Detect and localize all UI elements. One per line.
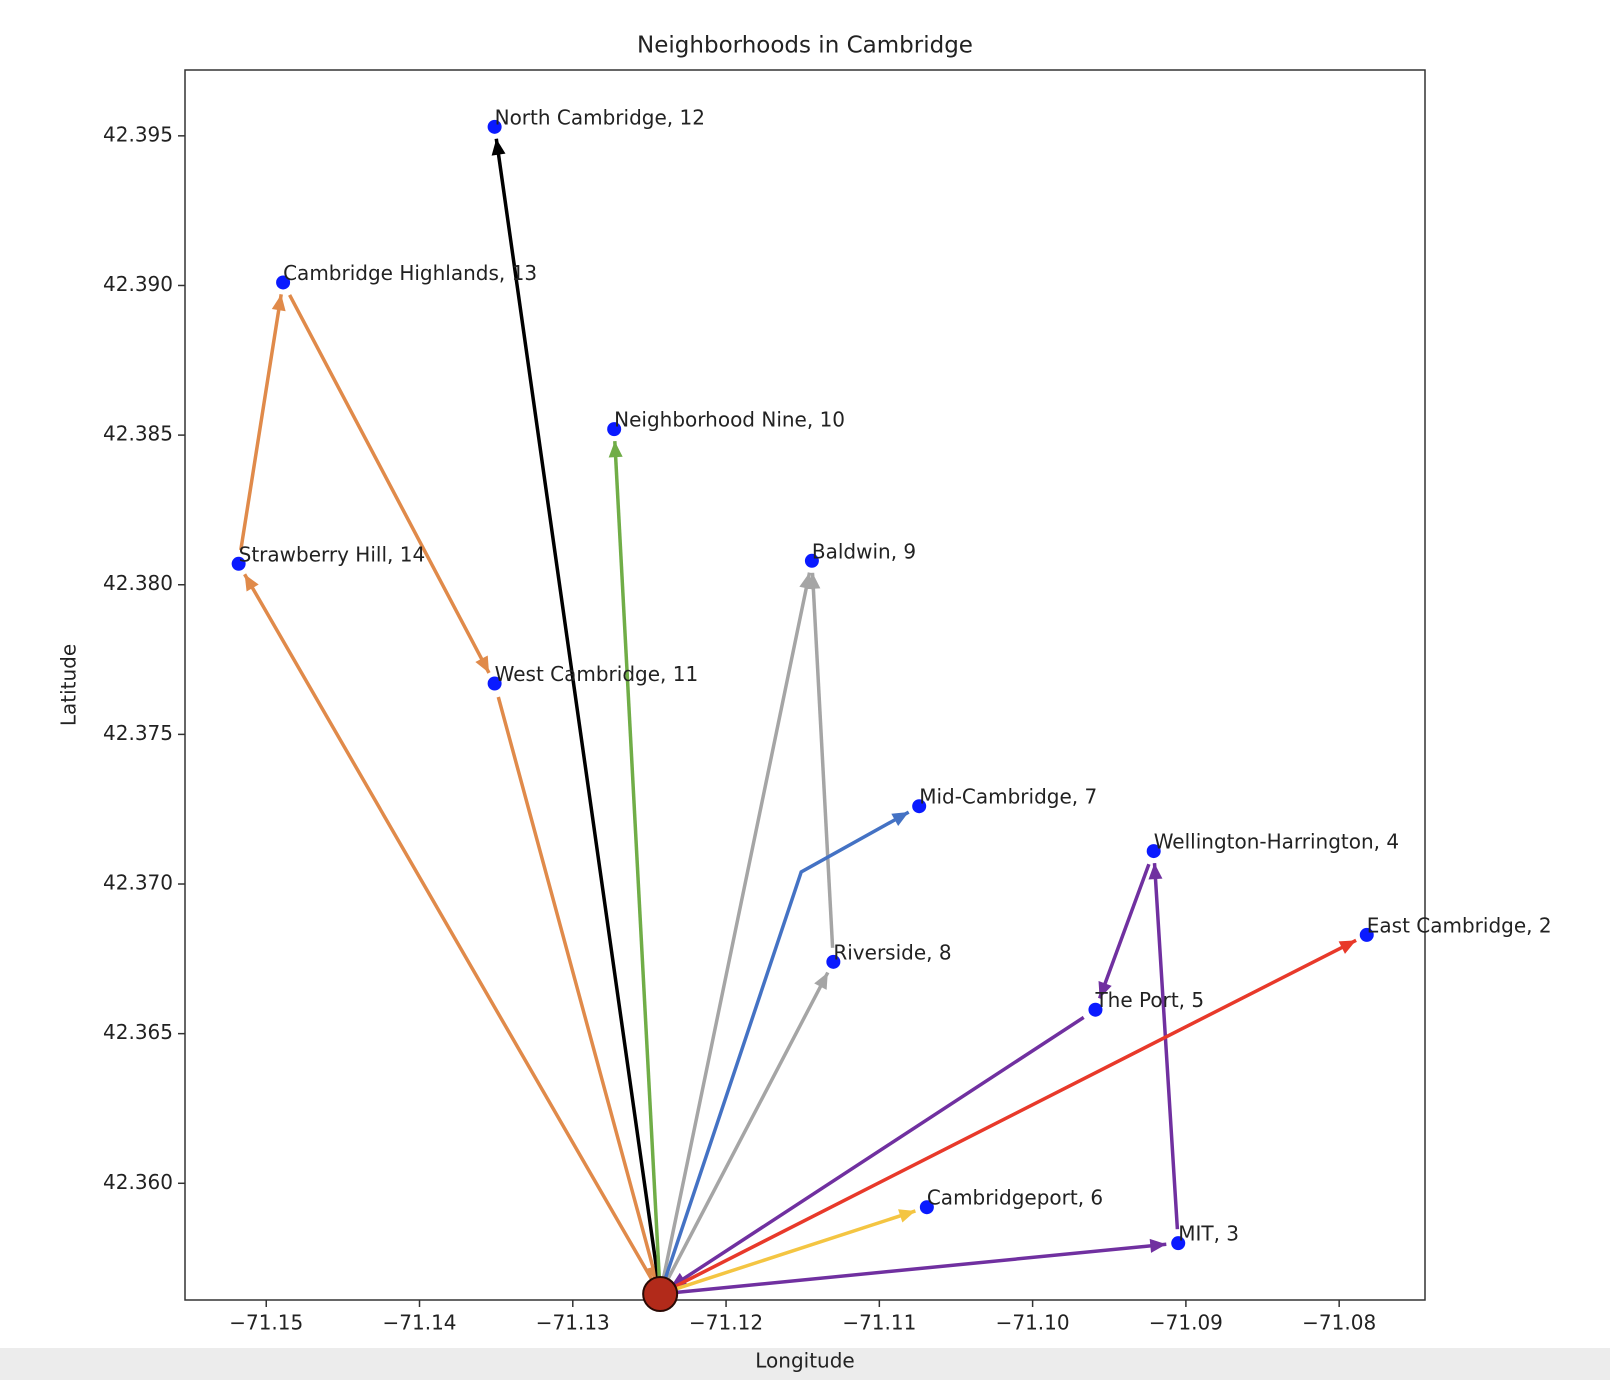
point-label: Baldwin, 9	[812, 539, 916, 563]
arrow	[1152, 862, 1180, 1230]
arrow	[673, 1242, 1167, 1295]
x-tick-label: −71.10	[996, 1311, 1070, 1335]
y-tick-label: 42.365	[103, 1020, 173, 1044]
y-tick-label: 42.375	[103, 721, 173, 745]
x-axis-label: Longitude	[755, 1349, 854, 1373]
x-tick-label: −71.15	[229, 1311, 303, 1335]
origin-point	[642, 1276, 679, 1313]
arrow-head	[491, 138, 506, 156]
point-label: Cambridge Highlands, 13	[283, 261, 537, 285]
arrow-head	[608, 441, 623, 458]
arrow	[494, 138, 660, 1281]
arrow	[243, 573, 655, 1283]
point	[487, 676, 502, 691]
point-label: MIT, 3	[1178, 1222, 1239, 1246]
y-axis-label: Latitude	[57, 644, 81, 726]
point-label: Riverside, 8	[833, 940, 951, 964]
arrow-head	[898, 1209, 916, 1223]
y-tick-label: 42.385	[103, 422, 173, 446]
y-tick-label: 42.395	[103, 122, 173, 146]
arrow-head	[806, 572, 821, 590]
point	[826, 954, 841, 969]
arrow	[288, 294, 491, 674]
arrow	[672, 1209, 916, 1292]
plot-frame	[184, 69, 1426, 1301]
point	[276, 275, 291, 290]
arrow-head	[1148, 863, 1163, 880]
point-label: North Cambridge, 12	[495, 105, 705, 129]
arrow-head	[475, 655, 490, 673]
arrow	[665, 971, 830, 1283]
x-tick-label: −71.09	[1149, 1311, 1223, 1335]
point	[804, 553, 819, 568]
arrow	[613, 441, 662, 1281]
point-label: East Cambridge, 2	[1367, 913, 1552, 937]
arrow	[662, 810, 910, 1282]
arrow	[810, 572, 835, 948]
arrow	[1097, 863, 1151, 1000]
arrow-head	[1149, 1238, 1167, 1253]
point	[1359, 927, 1374, 942]
arrow-head	[1098, 981, 1112, 999]
x-tick-label: −71.11	[842, 1311, 916, 1335]
point-label: Strawberry Hill, 14	[239, 542, 426, 566]
point	[1146, 844, 1161, 859]
point-label: The Port, 5	[1094, 988, 1204, 1012]
x-tick-label: −71.13	[536, 1311, 610, 1335]
point	[919, 1200, 934, 1215]
point	[487, 119, 502, 134]
arrow-head	[271, 294, 286, 312]
point	[912, 799, 927, 814]
point-label: Cambridgeport, 6	[927, 1186, 1103, 1210]
point-label: Neighborhood Nine, 10	[614, 408, 845, 432]
y-tick-label: 42.360	[103, 1170, 173, 1194]
arrow-head	[891, 812, 909, 826]
point	[607, 422, 622, 437]
y-tick-label: 42.380	[103, 571, 173, 595]
arrow	[496, 696, 659, 1283]
chart-title: Neighborhoods in Cambridge	[637, 33, 973, 59]
arrow	[671, 938, 1357, 1290]
y-tick-label: 42.390	[103, 272, 173, 296]
point-label: Mid-Cambridge, 7	[919, 785, 1097, 809]
arrow-head	[814, 972, 828, 990]
arrow	[239, 294, 283, 551]
x-tick-label: −71.14	[383, 1311, 457, 1335]
y-tick-label: 42.370	[103, 871, 173, 895]
point	[1171, 1236, 1186, 1251]
arrow-head	[1338, 940, 1357, 954]
arrow	[669, 1015, 1085, 1289]
point	[231, 556, 246, 571]
point-label: West Cambridge, 11	[495, 662, 699, 686]
arrow-head	[244, 574, 259, 592]
point-label: Wellington-Harrington, 4	[1154, 830, 1399, 854]
x-tick-label: −71.08	[1302, 1311, 1376, 1335]
point	[1088, 1002, 1103, 1017]
arrow	[661, 572, 812, 1281]
x-tick-label: −71.12	[689, 1311, 763, 1335]
window-bar	[0, 1348, 1610, 1380]
